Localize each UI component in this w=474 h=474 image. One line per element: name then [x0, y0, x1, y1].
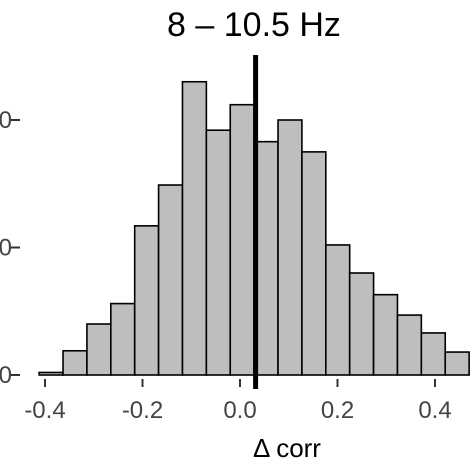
histogram-bar [110, 302, 136, 376]
y-tick-label: 100 [0, 235, 12, 262]
histogram-bar [324, 244, 351, 376]
x-tick-label: 0.0 [223, 397, 256, 424]
histogram-bar [157, 184, 184, 376]
y-tick-label: 0 [0, 362, 12, 389]
y-axis: 0 100 200 [0, 107, 20, 389]
y-tick-label: 200 [0, 107, 12, 134]
histogram-bar [301, 151, 327, 376]
histogram-bar [181, 80, 208, 376]
histogram-bar [86, 323, 112, 376]
histogram-bar [62, 349, 88, 376]
x-axis: -0.4 -0.2 0.0 0.2 0.4 [24, 379, 452, 424]
histogram-bar [372, 293, 399, 376]
histogram-bar [205, 129, 232, 376]
histogram-bar [133, 225, 160, 376]
histogram-bar [38, 371, 64, 376]
x-tick-label: -0.2 [122, 397, 163, 424]
chart-title: 8 – 10.5 Hz [167, 6, 341, 44]
histogram-bar [277, 119, 303, 376]
histogram-bar [444, 351, 470, 376]
histogram-bars [38, 80, 470, 376]
histogram-bar [348, 272, 375, 376]
histogram-bar [420, 332, 447, 376]
histogram-bar [229, 103, 255, 376]
histogram-bar [396, 314, 423, 376]
x-tick-label: -0.4 [24, 397, 65, 424]
x-tick-label: 0.2 [321, 397, 354, 424]
x-tick-label: 0.4 [418, 397, 451, 424]
x-axis-label: Δ corr [253, 433, 321, 463]
